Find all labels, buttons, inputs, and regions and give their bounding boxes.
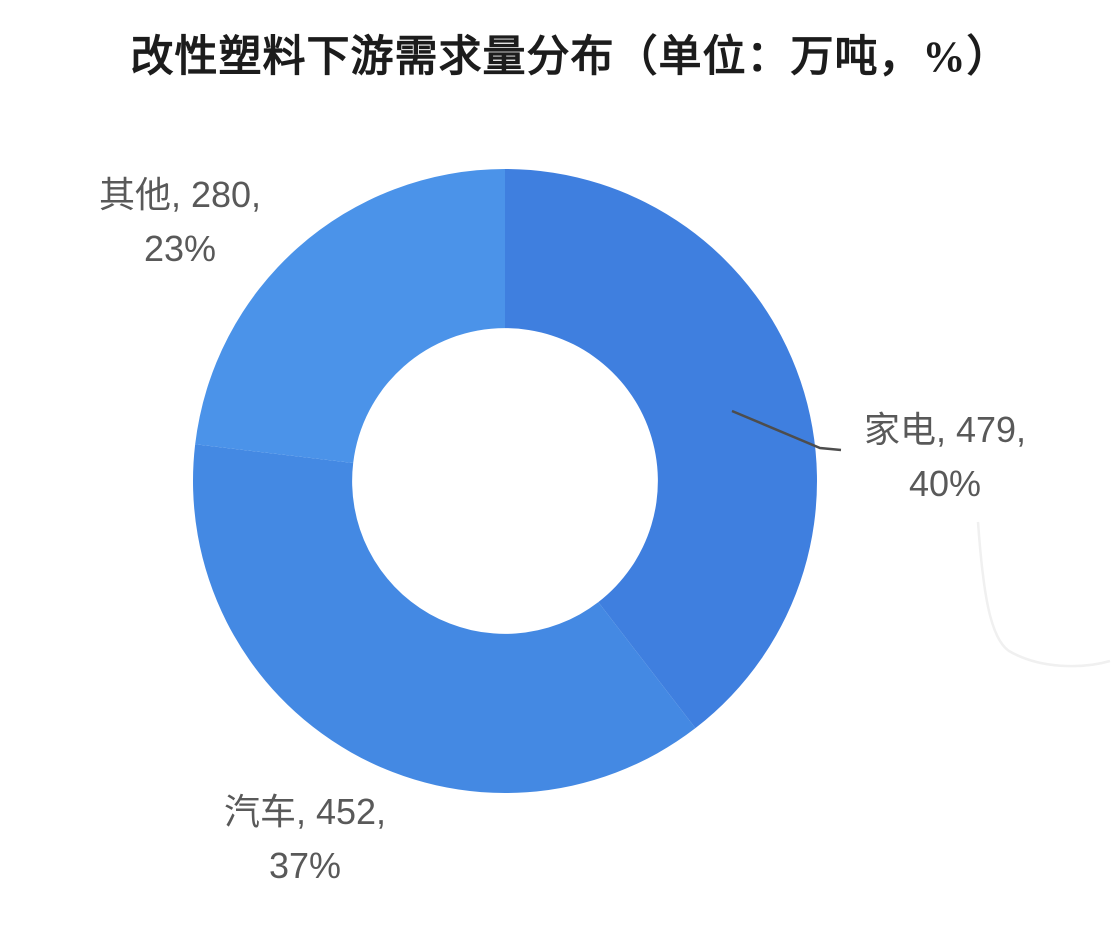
pie-label-line: 汽车, 452, [223, 791, 387, 832]
leader-line-jiadian [731, 409, 842, 452]
pie-slice-家电 [505, 169, 817, 729]
chart-title: 改性塑料下游需求量分布（单位：万吨，%） [130, 34, 1011, 81]
pie-label-line: 家电, 479, [863, 409, 1027, 450]
pie-label-line: 37% [268, 845, 342, 886]
pie-slice-其他 [195, 169, 506, 463]
pie-label-qiche: 汽车, 452, 37% [165, 785, 445, 893]
pie-slice-汽车 [193, 444, 696, 794]
pie-label-line: 23% [143, 228, 217, 269]
pie-label-qita: 其他, 280, 23% [40, 168, 320, 276]
pie-label-jiadian: 家电, 479, 40% [805, 403, 1085, 511]
watermark-curve [976, 521, 1111, 668]
pie-label-line: 其他, 280, [98, 174, 262, 215]
donut-slices [193, 169, 817, 794]
pie-label-line: 40% [908, 463, 982, 504]
